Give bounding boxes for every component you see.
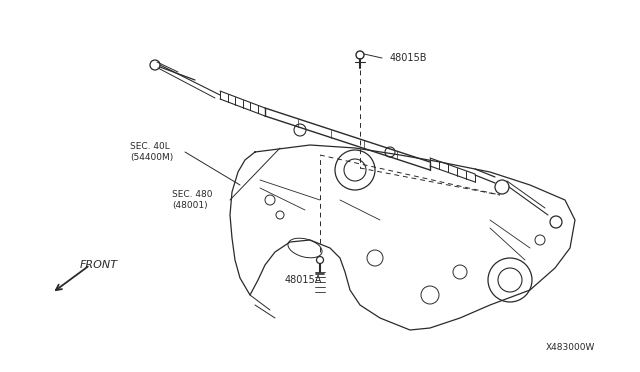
- Text: FRONT: FRONT: [80, 260, 118, 270]
- Text: SEC. 480
(48001): SEC. 480 (48001): [172, 190, 212, 210]
- Text: SEC. 40L
(54400M): SEC. 40L (54400M): [130, 142, 173, 162]
- Text: 48015B: 48015B: [390, 53, 428, 63]
- Text: 48015A: 48015A: [285, 275, 323, 285]
- Text: X483000W: X483000W: [546, 343, 595, 353]
